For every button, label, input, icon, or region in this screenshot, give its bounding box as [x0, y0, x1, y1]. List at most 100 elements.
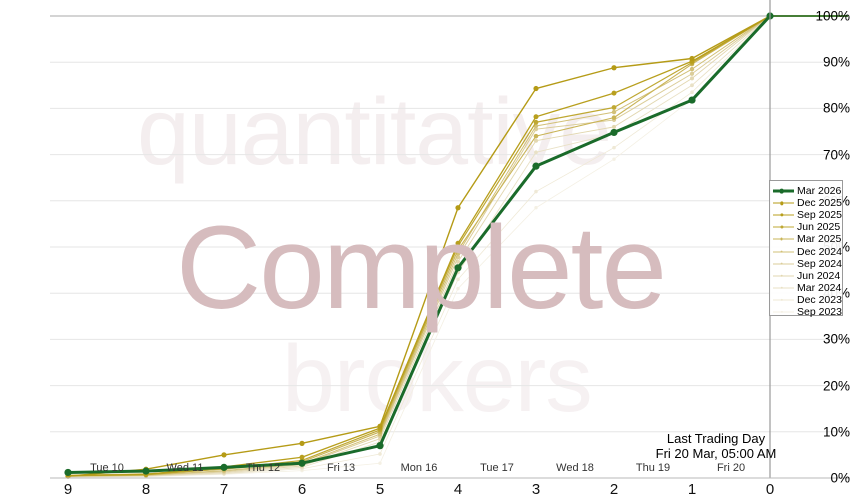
data-point	[690, 83, 694, 88]
x-axis-tick-label: 9	[63, 481, 73, 498]
legend-color-swatch	[773, 210, 794, 221]
legend-item[interactable]: Dec 2024	[773, 245, 842, 258]
data-point	[533, 85, 539, 92]
data-point	[299, 440, 305, 446]
data-point	[456, 286, 460, 291]
legend-item[interactable]: Jun 2024	[773, 269, 841, 282]
data-point	[454, 264, 462, 272]
gridlines	[50, 15, 848, 479]
x-axis-day-label: Mon 16	[400, 462, 438, 474]
data-point	[688, 96, 696, 104]
last-trading-day-annotation: Last Trading Day Fri 20 Mar, 05:00 AM	[616, 431, 816, 461]
legend-item[interactable]: Dec 2023	[773, 293, 842, 306]
data-point	[378, 452, 382, 456]
data-point	[64, 468, 72, 477]
y-axis-tick-label: 80%	[822, 100, 850, 116]
data-point	[689, 55, 695, 62]
data-point	[534, 150, 538, 155]
data-point	[689, 71, 695, 76]
data-point	[690, 76, 694, 81]
legend-item[interactable]: Sep 2024	[773, 258, 842, 270]
legend-item-label: Sep 2023	[797, 305, 842, 318]
data-point	[611, 115, 617, 120]
legend-item[interactable]: Dec 2025	[773, 197, 842, 210]
data-point	[533, 133, 539, 139]
chart-legend[interactable]: Mar 2026 Dec 2025 Sep 2025 Jun 2025 Mar 2025…	[769, 180, 843, 318]
legend-color-swatch	[773, 294, 794, 305]
x-axis-day-label: Thu 12	[245, 462, 281, 474]
data-point	[378, 461, 382, 465]
y-axis-tick-label: 100%	[815, 8, 850, 24]
data-point	[612, 157, 616, 161]
x-axis-tick-label: 6	[297, 481, 307, 498]
series-lines	[64, 12, 848, 479]
legend-color-swatch	[773, 270, 794, 281]
data-point	[221, 452, 227, 458]
data-point	[455, 240, 461, 246]
legend-item-label: Mar 2026	[797, 185, 842, 198]
data-point	[611, 105, 617, 110]
legend-item-label: Dec 2023	[797, 293, 842, 306]
data-point	[534, 206, 538, 210]
legend-color-swatch	[773, 222, 794, 233]
x-axis-day-label: Tue 10	[90, 462, 124, 474]
data-point	[532, 162, 540, 170]
data-point	[611, 109, 617, 115]
data-point	[612, 124, 616, 129]
data-point	[456, 277, 460, 282]
data-point	[611, 65, 617, 71]
annotation-title: Last Trading Day	[666, 431, 766, 446]
data-point	[610, 128, 618, 137]
legend-item-label: Dec 2024	[797, 245, 842, 258]
legend-item[interactable]: Mar 2024	[773, 281, 842, 294]
data-point	[690, 90, 694, 95]
legend-item[interactable]: Sep 2023	[773, 305, 842, 318]
y-axis-tick-label: 20%	[822, 378, 850, 394]
data-point	[220, 463, 228, 471]
y-axis-tick-label: 10%	[822, 424, 850, 440]
legend-color-swatch	[773, 306, 794, 317]
legend-item-label: Dec 2025	[797, 197, 842, 210]
x-axis-tick-label: 4	[453, 481, 463, 498]
legend-item[interactable]: Mar 2025	[773, 233, 842, 246]
x-axis-day-label: Fri 13	[326, 462, 356, 474]
data-point	[611, 90, 617, 96]
x-axis-tick-label: 0	[765, 481, 775, 498]
legend-item-label: Mar 2025	[797, 233, 842, 246]
data-point	[534, 189, 538, 194]
x-axis-tick-label: 8	[141, 481, 151, 498]
data-point	[299, 454, 305, 460]
data-point	[612, 145, 616, 150]
data-point	[298, 459, 306, 467]
y-axis-tick-label: 30%	[822, 331, 850, 347]
x-axis-tick-label: 1	[687, 481, 697, 498]
legend-item[interactable]: Mar 2026	[773, 185, 842, 198]
x-axis-day-label: Thu 19	[635, 462, 671, 474]
legend-color-swatch	[773, 282, 794, 293]
data-point	[142, 467, 150, 475]
annotation-subtitle: Fri 20 Mar, 05:00 AM	[655, 446, 777, 461]
data-point	[456, 259, 460, 264]
legend-item-label: Sep 2025	[797, 209, 842, 222]
x-axis-tick-label: 2	[609, 481, 619, 498]
legend-item[interactable]: Sep 2025	[773, 209, 842, 222]
x-axis-tick-label: 3	[531, 481, 541, 498]
legend-color-swatch	[773, 186, 794, 197]
legend-item-label: Jun 2025	[797, 221, 841, 234]
x-axis-day-label: Wed 11	[166, 462, 204, 474]
data-point	[377, 423, 383, 429]
data-point	[689, 66, 695, 72]
x-axis-tick-label: 7	[219, 481, 229, 498]
x-axis-tick-label: 5	[375, 481, 385, 498]
legend-item-label: Jun 2024	[797, 269, 841, 282]
x-axis-day-label: Fri 20	[716, 462, 746, 474]
legend-item[interactable]: Jun 2025	[773, 221, 841, 234]
legend-item-label: Mar 2024	[797, 281, 842, 294]
data-point	[533, 119, 539, 125]
x-axis-day-label: Tue 17	[480, 462, 514, 474]
y-axis-tick-label: 0%	[830, 470, 850, 486]
legend-color-swatch	[773, 234, 794, 245]
data-point	[376, 442, 384, 450]
